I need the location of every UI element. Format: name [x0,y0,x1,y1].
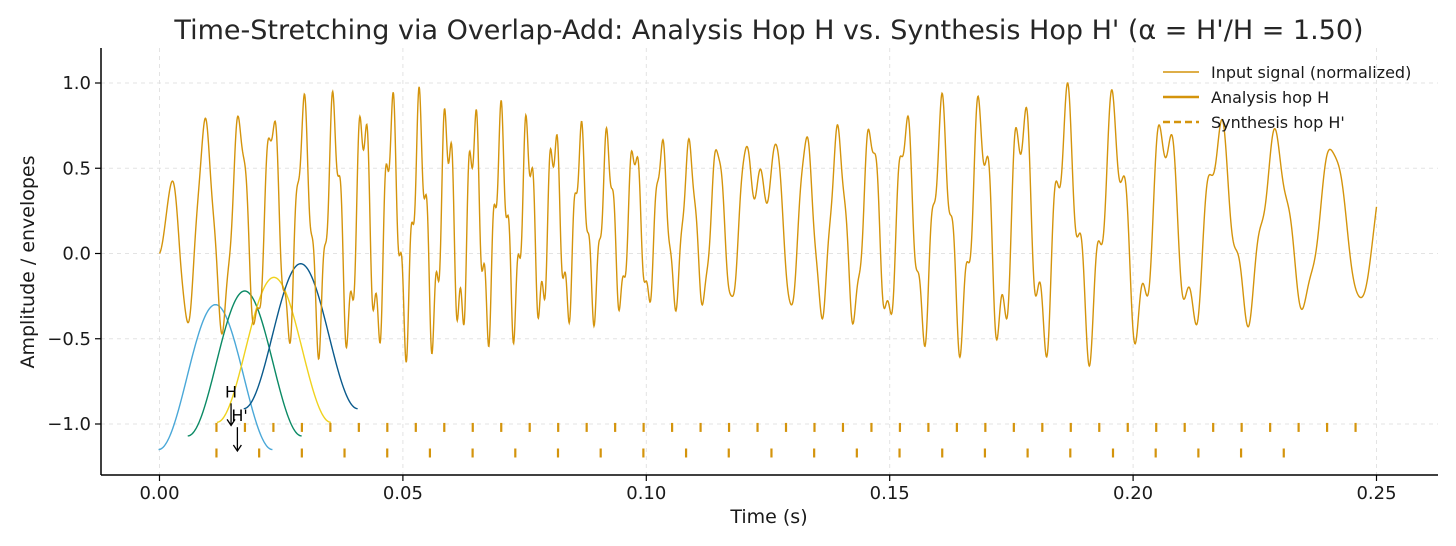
y-tick-label-1: 0.5 [62,158,91,179]
window-envelope-0 [158,303,273,451]
y-tick-label-4: −1.0 [47,414,91,435]
legend: Input signal (normalized) Analysis hop H… [1163,63,1411,132]
annotation-arrow-head-0 [226,419,236,427]
y-axis-label: Amplitude / envelopes [17,155,39,368]
signal-layer [158,82,1378,368]
x-tick-label-2: 0.10 [626,483,666,504]
hop-marks [215,422,1357,458]
legend-label-input-signal: Input signal (normalized) [1211,63,1411,82]
annotation-label-1: H' [231,406,247,425]
x-tick-label-5: 0.25 [1356,483,1396,504]
window-envelope-2 [216,276,331,423]
window-envelope-1 [187,290,302,437]
y-tick-label-2: 0.0 [62,244,91,265]
y-tick-label-3: −0.5 [47,329,91,350]
window-envelope-3 [243,263,358,410]
x-axis-label: Time (s) [729,506,807,528]
input-signal-line [158,82,1378,368]
x-tick-label-4: 0.20 [1113,483,1153,504]
x-tick-label-1: 0.05 [383,483,423,504]
chart-title: Time-Stretching via Overlap-Add: Analysi… [173,15,1363,46]
ticks: 0.00 0.05 0.10 0.15 0.20 0.25 1.0 0.5 0.0 −0.5 −1.… [47,73,1396,504]
legend-label-synthesis-hop: Synthesis hop H' [1211,113,1345,132]
y-tick-label-0: 1.0 [62,73,91,94]
legend-label-analysis-hop: Analysis hop H [1211,88,1329,107]
annotation-arrow-head-1 [232,444,242,453]
x-tick-label-0: 0.00 [139,483,179,504]
x-tick-label-3: 0.15 [870,483,910,504]
annotation-label-0: H [225,382,237,401]
annotations: H H' [225,382,248,453]
window-envelopes [158,263,358,451]
